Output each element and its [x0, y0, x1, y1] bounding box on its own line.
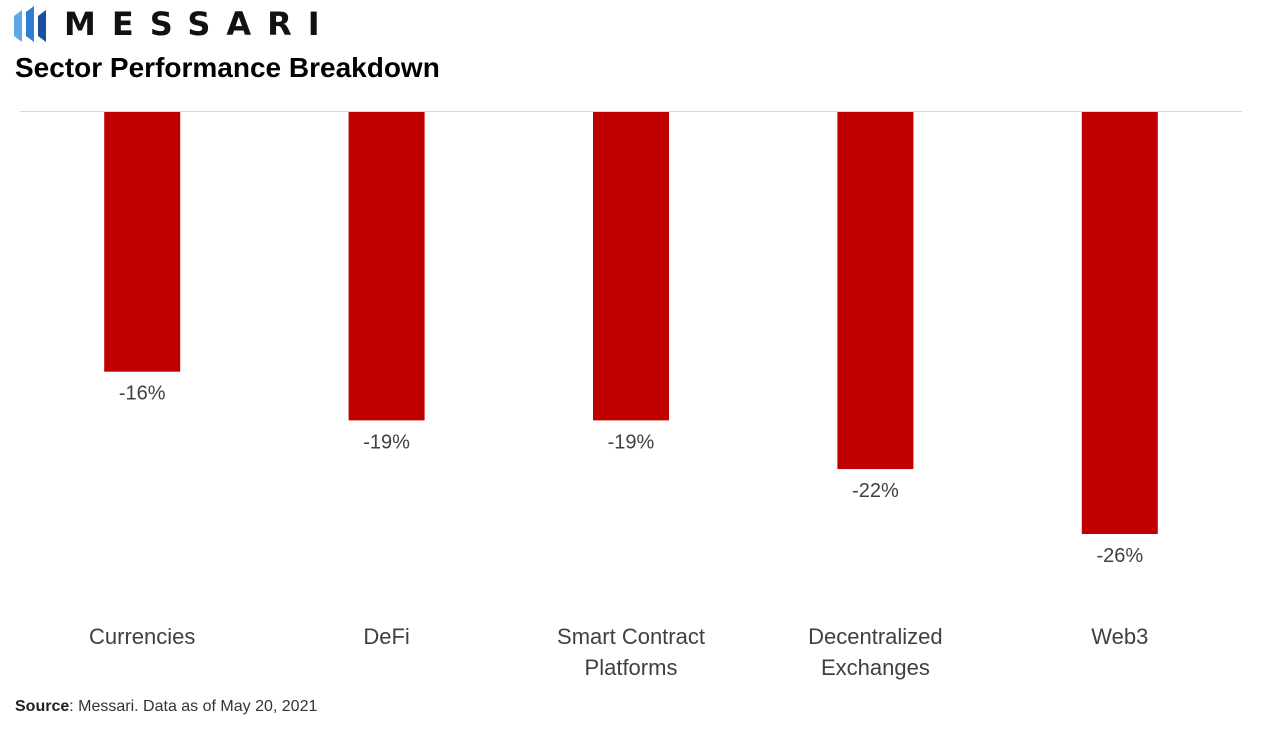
chart-title: Sector Performance Breakdown: [15, 52, 440, 83]
bar: [837, 112, 914, 470]
bar: [104, 112, 181, 372]
data-label: -26%: [1096, 545, 1143, 567]
category-label: Decentralized Exchanges: [808, 624, 943, 680]
source-text: : Messari. Data as of May 20, 2021: [69, 698, 318, 715]
brand-logo: MESSARI: [14, 6, 336, 42]
brand-name: MESSARI: [64, 5, 336, 43]
bar: [1081, 112, 1158, 534]
messari-logo-icon: [14, 6, 46, 42]
category-label: Smart Contract Platforms: [557, 624, 705, 680]
bar: [593, 112, 669, 421]
bar: [348, 112, 425, 421]
data-label: -22%: [852, 480, 899, 502]
data-label: -19%: [363, 431, 410, 453]
source-label: Source: [15, 698, 70, 715]
source-note: Source: Messari. Data as of May 20, 2021: [15, 698, 317, 716]
category-label: Web3: [1091, 624, 1148, 649]
data-label: -19%: [608, 431, 655, 453]
data-label: -16%: [119, 383, 166, 405]
category-label: Currencies: [89, 624, 195, 649]
category-label: DeFi: [363, 624, 409, 649]
